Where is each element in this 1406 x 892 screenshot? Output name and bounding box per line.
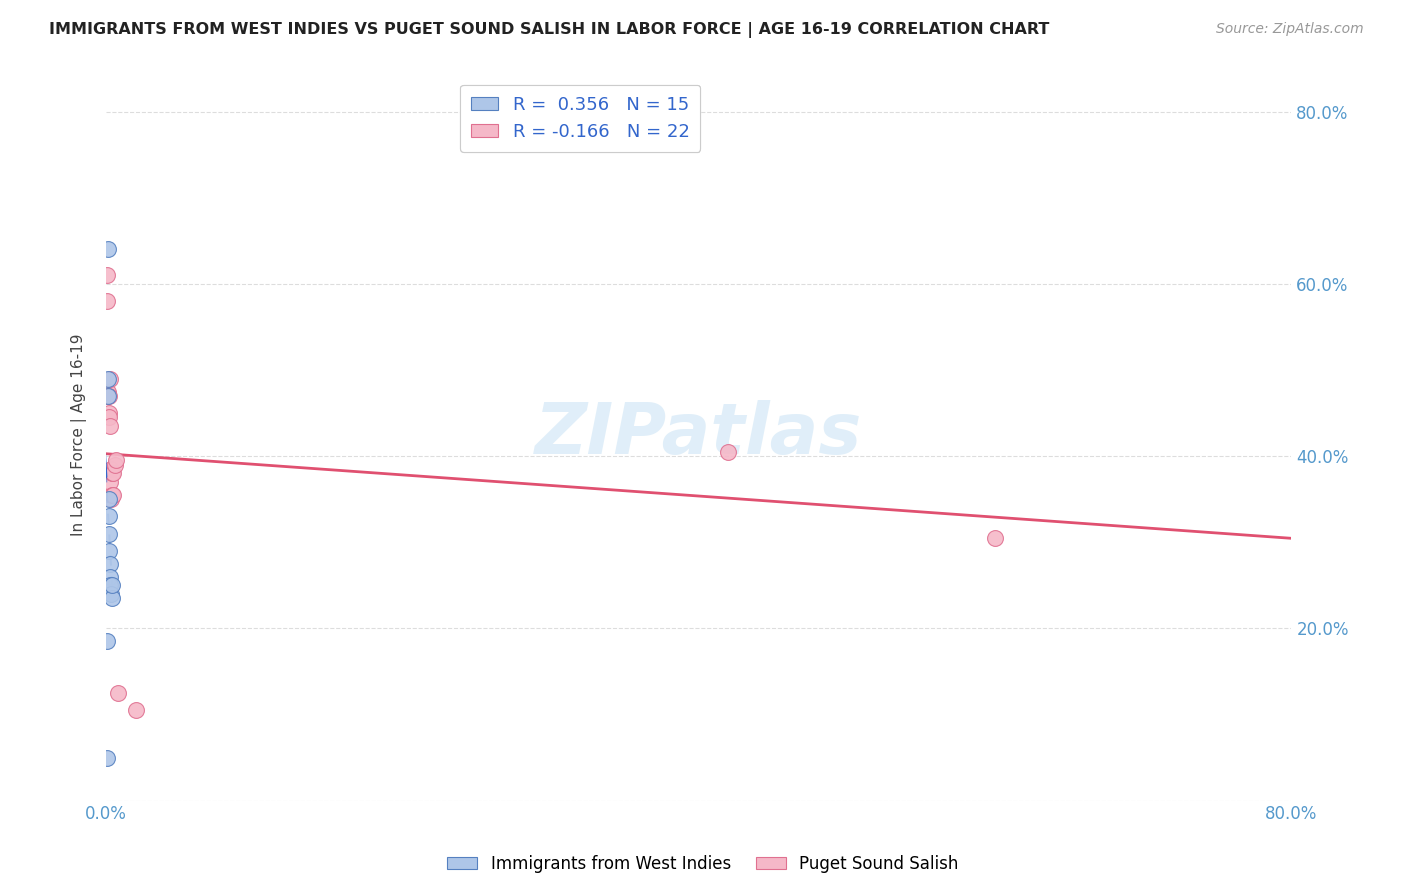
Legend: R =  0.356   N = 15, R = -0.166   N = 22: R = 0.356 N = 15, R = -0.166 N = 22 bbox=[460, 85, 700, 152]
Point bbox=[98, 570, 121, 584]
Point bbox=[103, 488, 125, 502]
Point bbox=[97, 389, 120, 403]
Point bbox=[96, 268, 118, 283]
Point bbox=[100, 591, 122, 606]
Point bbox=[100, 587, 122, 601]
Point bbox=[100, 467, 122, 481]
Point bbox=[100, 578, 122, 592]
Point bbox=[101, 578, 124, 592]
Point bbox=[104, 453, 127, 467]
Point bbox=[100, 475, 122, 489]
Text: ZIPatlas: ZIPatlas bbox=[536, 401, 862, 469]
Point bbox=[97, 371, 120, 385]
Point bbox=[97, 406, 120, 420]
Point bbox=[96, 294, 118, 309]
Legend: Immigrants from West Indies, Puget Sound Salish: Immigrants from West Indies, Puget Sound… bbox=[440, 848, 966, 880]
Text: Source: ZipAtlas.com: Source: ZipAtlas.com bbox=[1216, 22, 1364, 37]
Point bbox=[98, 371, 121, 385]
Point bbox=[98, 526, 121, 541]
Point bbox=[96, 389, 118, 403]
Point bbox=[100, 492, 122, 507]
Point bbox=[124, 703, 146, 717]
Point bbox=[98, 544, 121, 558]
Point bbox=[98, 557, 121, 571]
Point bbox=[717, 444, 740, 458]
Point bbox=[96, 634, 118, 648]
Point bbox=[97, 389, 120, 403]
Point bbox=[107, 686, 129, 700]
Point bbox=[98, 410, 121, 425]
Point bbox=[97, 509, 120, 524]
Point bbox=[100, 462, 122, 476]
Text: IMMIGRANTS FROM WEST INDIES VS PUGET SOUND SALISH IN LABOR FORCE | AGE 16-19 COR: IMMIGRANTS FROM WEST INDIES VS PUGET SOU… bbox=[49, 22, 1050, 38]
Point bbox=[984, 531, 1007, 545]
Point bbox=[97, 384, 120, 399]
Point bbox=[101, 488, 124, 502]
Y-axis label: In Labor Force | Age 16-19: In Labor Force | Age 16-19 bbox=[72, 334, 87, 536]
Point bbox=[98, 419, 121, 434]
Point bbox=[104, 458, 127, 472]
Point bbox=[97, 492, 120, 507]
Point bbox=[101, 467, 124, 481]
Point bbox=[97, 243, 120, 257]
Point bbox=[96, 750, 118, 764]
